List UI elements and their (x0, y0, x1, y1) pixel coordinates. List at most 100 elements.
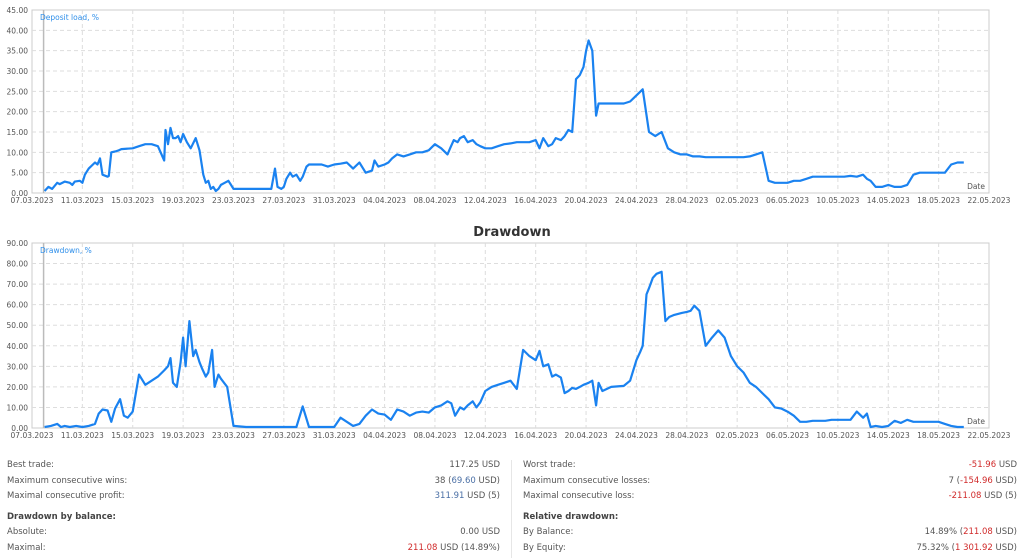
x-tick-label: 15.03.2023 (111, 431, 154, 440)
series-label: Deposit load, % (40, 13, 99, 22)
stat-value: 7 (-154.96 USD) (948, 475, 1017, 486)
y-tick-label: 70.00 (7, 280, 29, 289)
stat-value: 14.89% (211.08 USD) (924, 527, 1017, 537)
stat-value: 311.91 USD (5) (434, 491, 500, 501)
stat-max-consecutive-wins: Maximum consecutive wins: 38 (69.60 USD) (7, 474, 500, 490)
y-tick-label: 60.00 (7, 301, 29, 310)
x-tick-label: 07.03.2023 (11, 431, 54, 440)
x-tick-label: 04.04.2023 (363, 196, 406, 205)
x-tick-label: 06.05.2023 (766, 431, 809, 440)
stat-max-consecutive-losses: Maximum consecutive losses: 7 (-154.96 U… (523, 474, 1017, 490)
plot-frame (31, 9, 990, 194)
stat-max-consecutive-profit: Maximal consecutive profit: 311.91 USD (… (7, 489, 500, 505)
section-title: Relative drawdown: (523, 511, 619, 522)
series-label: Drawdown, % (40, 246, 92, 255)
x-tick-label: 02.05.2023 (716, 196, 759, 205)
x-tick-label: 08.04.2023 (413, 196, 456, 205)
stat-best-trade: Best trade: 117.25 USD (7, 458, 500, 474)
x-tick-label: 16.04.2023 (514, 196, 557, 205)
x-axis-label: Date (967, 182, 985, 191)
section-relative-drawdown: Relative drawdown: (523, 510, 1017, 526)
stat-max-consecutive-loss: Maximal consecutive loss: -211.08 USD (5… (523, 489, 1017, 505)
x-tick-label: 10.05.2023 (816, 196, 859, 205)
stat-worst-trade: Worst trade: -51.96 USD (523, 458, 1017, 474)
stat-maximal-drawdown: Maximal: 211.08 USD (14.89%) (7, 541, 500, 557)
x-tick-label: 28.04.2023 (665, 196, 708, 205)
y-tick-label: 15.00 (7, 128, 29, 137)
x-tick-label: 08.04.2023 (413, 431, 456, 440)
x-tick-label: 10.05.2023 (816, 431, 859, 440)
x-tick-label: 18.05.2023 (917, 431, 960, 440)
stat-absolute-drawdown: Absolute: 0.00 USD (7, 525, 500, 541)
y-tick-label: 40.00 (7, 342, 29, 351)
y-tick-label: 90.00 (7, 239, 29, 248)
deposit-load-chart: 0.00 5.00 10.00 15.00 20.00 25.00 30.00 35.00 40… (0, 0, 1024, 215)
x-tick-label: 06.05.2023 (766, 196, 809, 205)
stat-value: 75.32% (1 301.92 USD) (916, 542, 1017, 553)
stat-label: By Equity: (523, 542, 566, 553)
x-tick-label: 07.03.2023 (11, 196, 54, 205)
x-tick-label: 02.05.2023 (716, 431, 759, 440)
x-tick-label: 19.03.2023 (162, 196, 205, 205)
x-tick-label: 19.03.2023 (162, 431, 205, 440)
stat-label: Maximum consecutive wins: (7, 475, 128, 486)
y-tick-label: 20.00 (7, 108, 29, 117)
stat-value: 0.00 USD (460, 527, 500, 537)
y-tick-label: 45.00 (7, 6, 29, 15)
series-line (43, 39, 964, 193)
x-axis-label: Date (967, 417, 985, 426)
y-tick-label: 0.00 (11, 424, 28, 433)
x-tick-label: 23.03.2023 (212, 196, 255, 205)
x-tick-label: 11.03.2023 (61, 196, 104, 205)
x-tick-label: 12.04.2023 (464, 431, 507, 440)
x-tick-label: 24.04.2023 (615, 196, 658, 205)
x-tick-label: 12.04.2023 (464, 196, 507, 205)
x-tick-label: 04.04.2023 (363, 431, 406, 440)
drawdown-chart-title: Drawdown (473, 225, 551, 240)
x-tick-label: 15.03.2023 (111, 196, 154, 205)
y-tick-label: 30.00 (7, 67, 29, 76)
y-tick-label: 10.00 (7, 148, 29, 157)
stat-label: Absolute: (7, 527, 48, 537)
x-tick-label: 22.05.2023 (968, 196, 1011, 205)
stat-value: -211.08 USD (5) (948, 491, 1017, 501)
stats-right-column: Worst trade: -51.96 USD Maximum consecut… (523, 458, 1017, 556)
y-tick-label: 10.00 (7, 403, 29, 412)
stat-value: 38 (69.60 USD) (434, 475, 500, 486)
y-tick-label: 35.00 (7, 47, 29, 56)
stat-label: Best trade: (7, 460, 55, 470)
stat-label: Maximal: (7, 542, 46, 553)
y-tick-label: 80.00 (7, 260, 29, 269)
y-tick-label: 50.00 (7, 321, 29, 330)
x-tick-label: 14.05.2023 (867, 196, 910, 205)
x-tick-label: 22.05.2023 (968, 431, 1011, 440)
stat-label: Maximal consecutive loss: (523, 491, 635, 501)
stat-label: Maximum consecutive losses: (523, 475, 651, 486)
x-tick-label: 14.05.2023 (867, 431, 910, 440)
stats-left-column: Best trade: 117.25 USD Maximum consecuti… (7, 458, 500, 556)
y-tick-label: 20.00 (7, 383, 29, 392)
x-tick-label: 20.04.2023 (565, 431, 608, 440)
stat-label: Worst trade: (523, 460, 576, 470)
x-tick-label: 20.04.2023 (565, 196, 608, 205)
stat-relative-by-equity: By Equity: 75.32% (1 301.92 USD) (523, 541, 1017, 557)
stat-label: By Balance: (523, 527, 574, 537)
series-line (44, 270, 964, 429)
x-tick-label: 16.04.2023 (514, 431, 557, 440)
x-tick-label: 27.03.2023 (262, 431, 305, 440)
y-tick-label: 5.00 (11, 169, 28, 178)
stat-value: 211.08 USD (14.89%) (407, 542, 500, 553)
column-divider (511, 460, 512, 558)
stat-value: -51.96 USD (968, 460, 1017, 470)
x-tick-label: 28.04.2023 (665, 431, 708, 440)
statistics-panel: Best trade: 117.25 USD Maximum consecuti… (0, 458, 1024, 558)
drawdown-chart: 0.00 10.00 20.00 30.00 40.00 50.00 60.00 70.00 8… (0, 233, 1024, 448)
plot-frame (31, 242, 990, 429)
y-tick-label: 30.00 (7, 362, 29, 371)
drawdown-plot: 0.00 10.00 20.00 30.00 40.00 50.00 60.00 70.00 8… (7, 239, 1011, 440)
y-tick-label: 40.00 (7, 26, 29, 35)
x-tick-label: 11.03.2023 (61, 431, 104, 440)
y-tick-label: 25.00 (7, 87, 29, 96)
x-tick-label: 23.03.2023 (212, 431, 255, 440)
x-tick-label: 31.03.2023 (313, 431, 356, 440)
